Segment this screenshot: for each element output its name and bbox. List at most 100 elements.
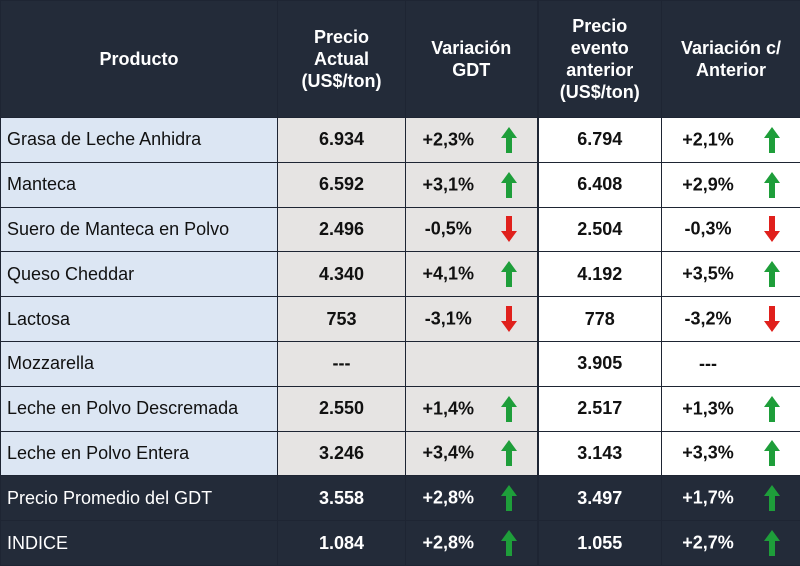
arrow-up-icon [500, 485, 517, 512]
product-name: INDICE [0, 520, 278, 566]
arrow-down-icon [764, 216, 780, 243]
table-row: Grasa de Leche Anhidra 6.934 +2,3% 6.794 +2,… [0, 117, 800, 163]
variation-gdt: +2,3% [405, 117, 538, 163]
previous-price: 4.192 [536, 251, 662, 298]
current-price-text: 2.496 [318, 218, 365, 239]
variation-gdt [405, 340, 538, 387]
previous-price: 3.905 [536, 340, 662, 387]
header-variation-gdt: Variación GDT [405, 0, 538, 118]
variation-gdt-text: -3,1% [424, 308, 472, 329]
arrow-up-icon [764, 395, 780, 422]
current-price: 2.496 [277, 206, 406, 253]
table-row: Leche en Polvo Descremada 2.550 +1,4% 2.517… [0, 385, 800, 432]
product-name-text: Leche en Polvo Entera [7, 442, 190, 463]
previous-price-text: 2.504 [577, 218, 623, 239]
arrow-up-icon [500, 261, 517, 288]
current-price: 2.550 [277, 385, 406, 432]
arrow-up-icon [500, 530, 517, 557]
arrow-up-icon [764, 261, 780, 288]
variation-previous: +1,7% [661, 475, 800, 522]
variation-previous-text: -0,3% [684, 218, 732, 239]
previous-price-text: 1.055 [577, 532, 623, 553]
table-row: Queso Cheddar 4.340 +4,1% 4.192 +3,5% [0, 251, 800, 298]
current-price: 3.246 [277, 430, 406, 477]
previous-price-text: 3.905 [577, 353, 623, 374]
previous-price-text: 3.497 [577, 487, 623, 508]
table-row: Leche en Polvo Entera 3.246 +3,4% 3.143 +3,3… [0, 430, 800, 477]
arrow-up-icon [764, 171, 780, 198]
header-price-current: Precio Actual (US$/ton) [277, 0, 406, 118]
variation-previous-text: +1,7% [682, 487, 734, 508]
variation-previous: +2,9% [661, 161, 800, 208]
arrow-up-icon [500, 440, 517, 467]
arrow-down-icon [764, 306, 780, 333]
header-product: Producto [0, 0, 278, 118]
previous-price: 6.794 [536, 117, 662, 163]
current-price: 6.934 [277, 117, 406, 163]
variation-previous: +2,7% [661, 520, 800, 566]
product-name-text: INDICE [7, 532, 69, 553]
arrow-up-icon [764, 530, 780, 557]
variation-previous: +1,3% [661, 385, 800, 432]
previous-price-text: 3.143 [577, 442, 623, 463]
variation-previous: +3,5% [661, 251, 800, 298]
variation-previous-text: +2,1% [682, 129, 734, 150]
arrow-up-icon [764, 126, 780, 153]
current-price-text: 6.592 [318, 174, 365, 195]
variation-gdt: +1,4% [405, 385, 538, 432]
variation-previous: -0,3% [661, 206, 800, 253]
variation-gdt-text: -0,5% [424, 218, 472, 239]
current-price: 6.592 [277, 161, 406, 208]
current-price-text: 753 [326, 308, 357, 329]
variation-previous-text: +2,9% [682, 174, 734, 195]
previous-price: 2.517 [536, 385, 662, 432]
previous-price: 3.497 [536, 475, 662, 522]
variation-previous: +3,3% [661, 430, 800, 477]
variation-gdt-text: +4,1% [422, 263, 475, 284]
variation-previous: --- [661, 340, 800, 387]
table-row: Lactosa 753 -3,1% 778 -3,2% [0, 296, 800, 342]
variation-previous-text: +1,3% [682, 398, 734, 419]
variation-previous-text: +2,7% [682, 532, 734, 553]
product-name: Mozzarella [0, 340, 278, 387]
header-row: Producto Precio Actual (US$/ton) Variaci… [0, 0, 800, 118]
previous-price-text: 6.794 [577, 129, 623, 150]
previous-price-text: 6.408 [577, 174, 623, 195]
table-row: Precio Promedio del GDT 3.558 +2,8% 3.497 +1… [0, 475, 800, 522]
current-price-text: 3.558 [318, 487, 365, 508]
current-price: 4.340 [277, 251, 406, 298]
arrow-up-icon [764, 485, 780, 512]
product-name-text: Leche en Polvo Descremada [7, 398, 239, 419]
variation-previous-text: -3,2% [684, 308, 732, 329]
product-name: Leche en Polvo Descremada [0, 385, 278, 432]
arrow-up-icon [764, 440, 780, 467]
table-row: Suero de Manteca en Polvo 2.496 -0,5% 2.504… [0, 206, 800, 253]
product-name-text: Precio Promedio del GDT [7, 487, 213, 508]
product-name: Manteca [0, 161, 278, 208]
product-name: Suero de Manteca en Polvo [0, 206, 278, 253]
header-price-previous: Precio evento anterior (US$/ton) [536, 0, 662, 118]
product-name-text: Lactosa [7, 308, 71, 329]
current-price-text: 2.550 [318, 398, 365, 419]
variation-gdt: -3,1% [405, 296, 538, 342]
variation-previous-text: +3,3% [682, 442, 734, 463]
previous-price: 6.408 [536, 161, 662, 208]
product-name-text: Manteca [7, 174, 77, 195]
product-name: Leche en Polvo Entera [0, 430, 278, 477]
product-name: Queso Cheddar [0, 251, 278, 298]
current-price: --- [277, 340, 406, 387]
product-name-text: Suero de Manteca en Polvo [7, 218, 230, 239]
previous-price-text: 4.192 [577, 263, 623, 284]
previous-price: 778 [536, 296, 662, 342]
product-name: Lactosa [0, 296, 278, 342]
variation-gdt-text: +3,4% [422, 442, 475, 463]
variation-gdt-text: +1,4% [422, 398, 475, 419]
current-price-text: 4.340 [318, 263, 365, 284]
product-name: Precio Promedio del GDT [0, 475, 278, 522]
variation-gdt-text: +2,8% [422, 532, 475, 553]
variation-gdt-text: +2,3% [422, 129, 475, 150]
table-row: Mozzarella --- 3.905 --- [0, 340, 800, 387]
product-name-text: Queso Cheddar [7, 263, 135, 284]
arrow-down-icon [500, 216, 517, 243]
